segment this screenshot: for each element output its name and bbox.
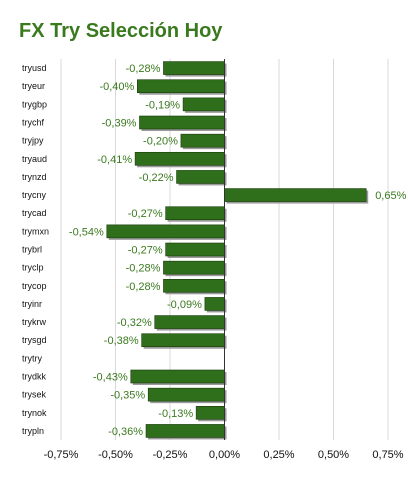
- x-tick-label: -0,75%: [44, 449, 79, 461]
- value-label: -0,28%: [126, 63, 161, 75]
- bar: [224, 188, 367, 202]
- category-label: trypln: [22, 426, 44, 436]
- bar: [139, 115, 225, 130]
- category-label: trysek: [22, 390, 47, 400]
- bar: [145, 424, 225, 438]
- category-label: trykrw: [22, 317, 46, 327]
- bar: [204, 297, 225, 311]
- value-label: -0,36%: [108, 426, 143, 438]
- category-label: trygbp: [22, 99, 47, 109]
- chart-title: FX Try Selección Hoy: [19, 20, 223, 42]
- value-label: -0,20%: [143, 136, 178, 148]
- value-label: -0,43%: [93, 372, 128, 384]
- bar: [141, 333, 225, 348]
- x-tick-label: -0,50%: [98, 449, 133, 461]
- value-label: -0,13%: [158, 408, 193, 420]
- category-label: trydkk: [22, 372, 47, 382]
- value-label: -0,39%: [102, 118, 137, 130]
- value-label: -0,54%: [69, 226, 104, 238]
- label-layer: -0,75% -0,50% -0,25% 0,00% 0,25% 0,50% 0,75% tr…: [22, 63, 407, 461]
- category-label: tryinr: [22, 299, 42, 309]
- value-label: -0,40%: [99, 81, 134, 93]
- category-label: tryjpy: [22, 136, 44, 146]
- category-label: tryusd: [22, 63, 47, 73]
- bar: [165, 206, 225, 221]
- value-label: -0,09%: [167, 299, 202, 311]
- bar: [195, 405, 225, 420]
- category-label: trychf: [22, 118, 45, 128]
- category-label: trytry: [22, 353, 42, 363]
- value-label: -0,35%: [110, 390, 145, 402]
- bar: [163, 260, 225, 275]
- category-label: trycad: [22, 208, 47, 218]
- x-tick-label: 0,25%: [263, 449, 294, 461]
- category-label: tryeur: [22, 81, 45, 91]
- category-label: trynok: [22, 408, 47, 418]
- value-label: -0,38%: [104, 335, 139, 347]
- bar: [147, 387, 225, 402]
- value-label: -0,41%: [97, 154, 132, 166]
- value-label: -0,32%: [117, 317, 152, 329]
- bar: [137, 79, 225, 94]
- x-tick-label: 0,75%: [372, 449, 403, 461]
- bar: [165, 242, 225, 257]
- bar-layer: [106, 59, 369, 440]
- x-tick-label: 0,50%: [318, 449, 349, 461]
- bar: [130, 369, 225, 384]
- value-label: -0,19%: [145, 99, 180, 111]
- bar: [182, 97, 225, 112]
- bar: [154, 315, 225, 329]
- category-label: trysgd: [22, 335, 47, 345]
- bar: [176, 170, 225, 184]
- value-label: -0,27%: [128, 208, 163, 220]
- bar: [134, 151, 225, 166]
- value-label: -0,27%: [128, 245, 163, 257]
- bar: [180, 133, 225, 148]
- x-tick-label: -0,25%: [153, 449, 188, 461]
- value-label: -0,28%: [126, 281, 161, 293]
- value-label: 0,65%: [375, 190, 406, 202]
- bar: [163, 61, 225, 75]
- category-label: trymxn: [22, 226, 49, 236]
- x-tick-label: 0,00%: [209, 449, 240, 461]
- category-label: tryclp: [22, 263, 44, 273]
- category-label: trycop: [22, 281, 47, 291]
- category-label: tryaud: [22, 154, 47, 164]
- category-label: trybrl: [22, 245, 42, 255]
- bar: [163, 278, 225, 293]
- value-label: -0,28%: [126, 263, 161, 275]
- bar: [106, 224, 225, 239]
- value-label: -0,22%: [139, 172, 174, 184]
- category-label: trycny: [22, 190, 47, 200]
- category-label: trynzd: [22, 172, 47, 182]
